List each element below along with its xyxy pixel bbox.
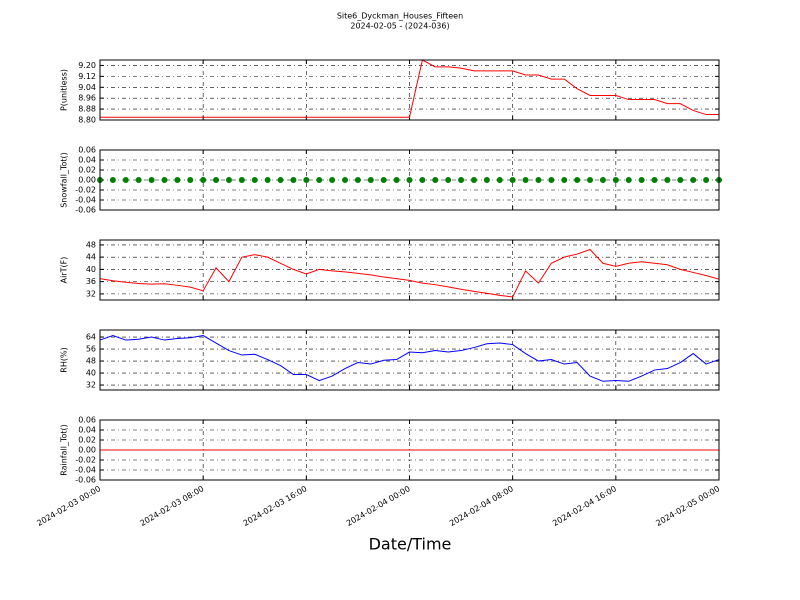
- marker: [148, 177, 155, 183]
- marker: [548, 177, 555, 183]
- y-tick-label: 32: [86, 289, 96, 298]
- y-tick-label: -0.02: [75, 186, 96, 195]
- y-tick-label: 0.02: [78, 166, 96, 175]
- marker: [664, 177, 671, 183]
- axes-frame: [99, 329, 720, 391]
- y-axis-label: RH(%): [60, 347, 69, 372]
- marker: [367, 177, 374, 183]
- y-tick-label: -0.04: [75, 196, 96, 205]
- y-tick-label: 0.00: [78, 176, 96, 185]
- marker: [561, 177, 568, 183]
- y-tick-label: 40: [86, 265, 96, 274]
- marker: [432, 177, 439, 183]
- axes-frame: [99, 59, 720, 121]
- y-tick-label: 0.02: [78, 436, 96, 445]
- marker: [522, 177, 529, 183]
- chart-subtitle: 2024-02-05 - (2024-036): [350, 22, 449, 31]
- marker: [277, 177, 284, 183]
- y-axis-label: AirT(F): [60, 257, 69, 284]
- marker: [316, 177, 323, 183]
- marker: [393, 177, 400, 183]
- data-line: [100, 59, 719, 118]
- marker: [638, 177, 645, 183]
- marker: [703, 177, 710, 183]
- marker: [690, 177, 697, 183]
- marker: [651, 177, 658, 183]
- y-tick-label: 9.12: [78, 72, 96, 81]
- marker: [419, 177, 426, 183]
- marker: [135, 177, 142, 183]
- marker: [483, 177, 490, 183]
- marker: [496, 177, 503, 183]
- marker: [445, 177, 452, 183]
- y-tick-label: 40: [86, 369, 96, 378]
- marker: [406, 177, 413, 183]
- marker: [109, 177, 116, 183]
- marker: [612, 177, 619, 183]
- marker: [161, 177, 168, 183]
- marker: [458, 177, 465, 183]
- y-axis-label: Rainfall_Tot(): [60, 424, 69, 476]
- y-tick-label: -0.04: [75, 466, 96, 475]
- marker: [290, 177, 297, 183]
- marker: [264, 177, 271, 183]
- marker: [213, 177, 220, 183]
- marker: [625, 177, 632, 183]
- marker: [238, 177, 245, 183]
- y-tick-label: 32: [86, 381, 96, 390]
- y-tick-label: 0.04: [78, 426, 96, 435]
- y-tick-label: 56: [86, 345, 96, 354]
- y-tick-label: 0.06: [78, 416, 96, 425]
- y-tick-label: 0.04: [78, 156, 96, 165]
- marker: [122, 177, 129, 183]
- y-axis-label: Snowfall_Tot(): [60, 152, 69, 208]
- marker: [187, 177, 194, 183]
- y-tick-label: 8.96: [78, 94, 96, 103]
- marker: [587, 177, 594, 183]
- y-tick-label: 9.04: [78, 83, 96, 92]
- marker: [677, 177, 684, 183]
- marker: [174, 177, 181, 183]
- marker: [251, 177, 258, 183]
- marker: [200, 177, 207, 183]
- axes-frame: [99, 419, 720, 481]
- marker: [342, 177, 349, 183]
- y-tick-label: -0.02: [75, 456, 96, 465]
- axes-frame: [99, 239, 720, 301]
- marker: [303, 177, 310, 183]
- chart-title: Site6_Dyckman_Houses_Fifteen: [337, 12, 463, 21]
- y-tick-label: 64: [86, 333, 96, 342]
- y-tick-label: 44: [86, 253, 96, 262]
- y-tick-label: 8.88: [78, 105, 96, 114]
- y-tick-label: 36: [86, 277, 96, 286]
- marker: [354, 177, 361, 183]
- y-tick-label: -0.06: [75, 206, 96, 215]
- y-tick-label: 0.06: [78, 146, 96, 155]
- marker: [574, 177, 581, 183]
- y-tick-label: 0.00: [78, 446, 96, 455]
- y-tick-label: 48: [86, 357, 96, 366]
- x-axis-label: Date/Time: [369, 535, 452, 554]
- y-tick-label: 8.80: [78, 116, 96, 125]
- marker: [509, 177, 516, 183]
- marker: [225, 177, 232, 183]
- marker: [599, 177, 606, 183]
- y-tick-label: 9.20: [78, 61, 96, 70]
- y-tick-label: -0.06: [75, 476, 96, 485]
- data-line: [99, 335, 720, 382]
- axes-frame: [99, 149, 720, 211]
- y-axis-label: P(unitless): [60, 69, 69, 111]
- marker: [380, 177, 387, 183]
- marker: [535, 177, 542, 183]
- y-tick-label: 48: [86, 240, 96, 249]
- marker: [470, 177, 477, 183]
- marker: [329, 177, 336, 183]
- data-line: [99, 248, 720, 298]
